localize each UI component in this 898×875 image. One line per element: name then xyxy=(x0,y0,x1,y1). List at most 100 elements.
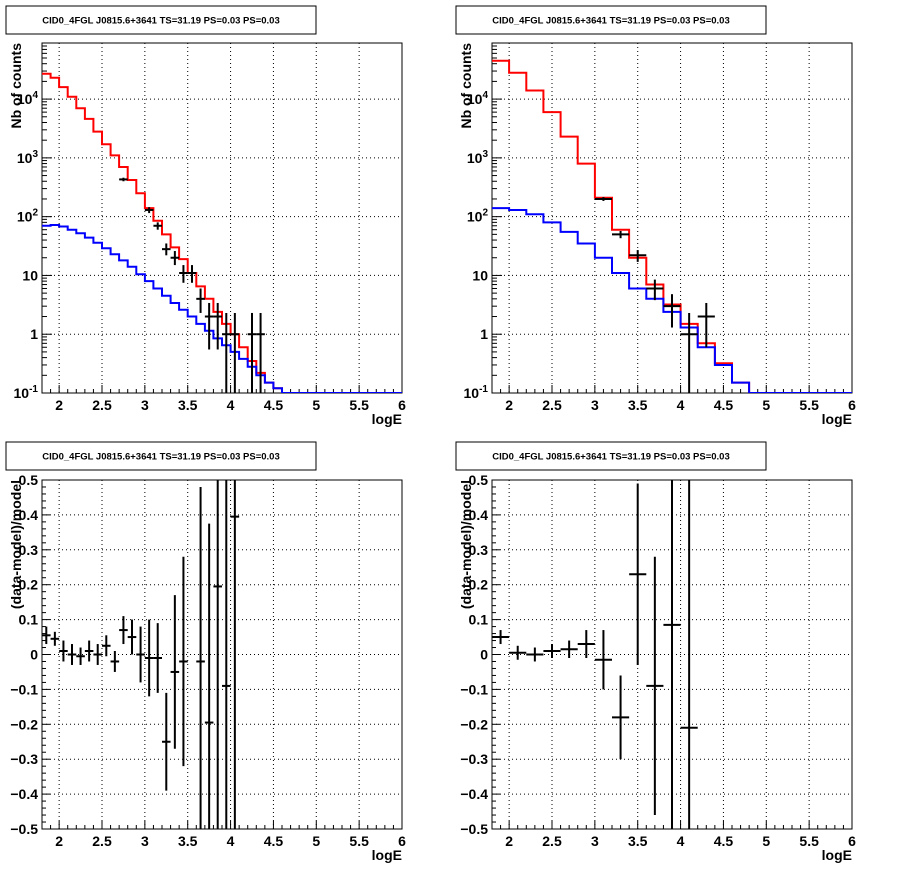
y-tick-exponent: -1 xyxy=(479,384,488,395)
chart-panel-2: 2 2.5 3 3.5 4 4.5 5 5.5 610-1110102103104logENb … xyxy=(455,5,856,427)
data-point xyxy=(84,640,94,662)
chart-panel-3: 2 2.5 3 3.5 4 4.5 5 5.5 6 −0.5 −0.4 −0.3 −0.2 −0.1 0 0.… xyxy=(5,441,406,863)
x-tick-label: 6 xyxy=(848,833,856,849)
y-tick-label: 103 xyxy=(467,149,489,166)
y-tick-label: −0.2 xyxy=(460,716,488,732)
data-point xyxy=(230,480,240,829)
chart-panel-4: 2 2.5 3 3.5 4 4.5 5 5.5 6 −0.5 −0.4 −0.3 −0.2 −0.1 0 0.… xyxy=(455,441,856,863)
y-tick-label: 0.4 xyxy=(469,507,489,523)
y-tick-label: 0.1 xyxy=(19,612,39,628)
data-point xyxy=(697,302,715,348)
data-point xyxy=(594,630,612,690)
chart-title-box xyxy=(5,441,317,471)
plot-frame xyxy=(491,42,853,394)
x-tick-label: 6 xyxy=(398,833,406,849)
data-point xyxy=(646,556,664,816)
x-tick-label: 4.5 xyxy=(264,833,284,849)
data-point xyxy=(42,626,51,645)
data-point xyxy=(127,619,137,655)
x-tick-label: 4 xyxy=(677,833,685,849)
y-tick-exponent: 3 xyxy=(32,149,38,160)
data-point xyxy=(204,523,214,829)
data-point xyxy=(663,480,681,829)
x-tick-label: 5 xyxy=(312,397,320,413)
data-point xyxy=(153,623,162,693)
x-tick-label: 4.5 xyxy=(714,397,734,413)
y-tick-label: 0.1 xyxy=(469,612,489,628)
y-tick-label: 102 xyxy=(17,208,39,225)
x-tick-label: 5.5 xyxy=(349,833,369,849)
y-tick-label: 0.3 xyxy=(469,542,489,558)
y-tick-label: −0.5 xyxy=(10,821,38,837)
data-point xyxy=(119,616,128,645)
data-point xyxy=(162,243,171,256)
y-tick-label: 0.4 xyxy=(19,507,39,523)
x-axis-title: logE xyxy=(822,847,852,863)
x-tick-label: 3 xyxy=(141,397,149,413)
y-axis-title: (data-model)/model xyxy=(8,480,24,609)
y-tick-label: −0.5 xyxy=(460,821,488,837)
y-tick-label: 103 xyxy=(17,149,39,166)
x-tick-label: 4 xyxy=(677,397,685,413)
plot-data xyxy=(492,480,698,829)
data-point xyxy=(247,312,257,393)
x-tick-label: 3 xyxy=(141,833,149,849)
data-point xyxy=(196,288,205,313)
chart-title: CID0_4FGL J0815.6+3641 TS=31.19 PS=0.03 … xyxy=(42,16,280,27)
data-point xyxy=(256,312,265,393)
y-tick-exponent: 3 xyxy=(482,149,488,160)
model-component-step-line xyxy=(42,224,402,393)
data-point xyxy=(196,486,205,829)
data-point xyxy=(612,231,630,239)
x-tick-label: 3 xyxy=(591,397,599,413)
x-tick-label: 2 xyxy=(55,833,63,849)
data-point xyxy=(213,480,222,829)
y-tick-label: −0.2 xyxy=(10,716,38,732)
y-tick-label: 0 xyxy=(480,647,488,663)
x-tick-label: 5.5 xyxy=(349,397,369,413)
x-tick-label: 5 xyxy=(762,397,770,413)
y-tick-label: 10-1 xyxy=(464,384,489,401)
data-point xyxy=(222,480,231,829)
x-tick-label: 5.5 xyxy=(799,397,819,413)
data-point xyxy=(59,640,68,662)
x-tick-label: 4.5 xyxy=(264,397,284,413)
data-point xyxy=(526,647,544,662)
data-point xyxy=(170,251,180,266)
data-point xyxy=(577,630,595,658)
y-tick-label: −0.4 xyxy=(460,786,488,802)
x-axis-title: logE xyxy=(822,411,852,427)
y-axis-title: Nb of counts xyxy=(8,43,24,129)
data-point xyxy=(93,644,102,665)
chart-title-box xyxy=(455,441,767,471)
x-tick-label: 2 xyxy=(505,833,513,849)
data-point xyxy=(179,556,188,767)
model-total-step-line xyxy=(492,59,852,393)
y-tick-exponent: 4 xyxy=(482,90,488,101)
x-tick-label: 2 xyxy=(505,397,513,413)
data-point xyxy=(492,630,510,645)
y-tick-exponent: 4 xyxy=(32,90,38,101)
data-point xyxy=(50,631,60,646)
data-point xyxy=(680,312,698,393)
data-point xyxy=(663,294,681,328)
x-tick-label: 2.5 xyxy=(92,833,112,849)
data-point xyxy=(204,302,214,350)
y-tick-label: 0 xyxy=(30,647,38,663)
chart-panel-1: 2 2.5 3 3.5 4 4.5 5 5.5 610-1110102103104logENb … xyxy=(5,5,406,427)
x-tick-label: 3.5 xyxy=(178,833,198,849)
y-tick-label: 0.3 xyxy=(19,542,39,558)
data-point xyxy=(680,480,698,829)
x-tick-label: 5 xyxy=(312,833,320,849)
x-tick-label: 3.5 xyxy=(178,397,198,413)
y-tick-label: 1 xyxy=(30,326,38,342)
plot-data xyxy=(42,72,402,393)
y-tick-label: 102 xyxy=(467,208,489,225)
data-point xyxy=(136,626,145,683)
data-point xyxy=(594,197,612,201)
data-point xyxy=(646,279,664,301)
x-axis-title: logE xyxy=(372,847,402,863)
plot-data xyxy=(42,480,240,829)
chart-title: CID0_4FGL J0815.6+3641 TS=31.19 PS=0.03 … xyxy=(492,452,730,463)
y-tick-label: 0.5 xyxy=(469,472,489,488)
